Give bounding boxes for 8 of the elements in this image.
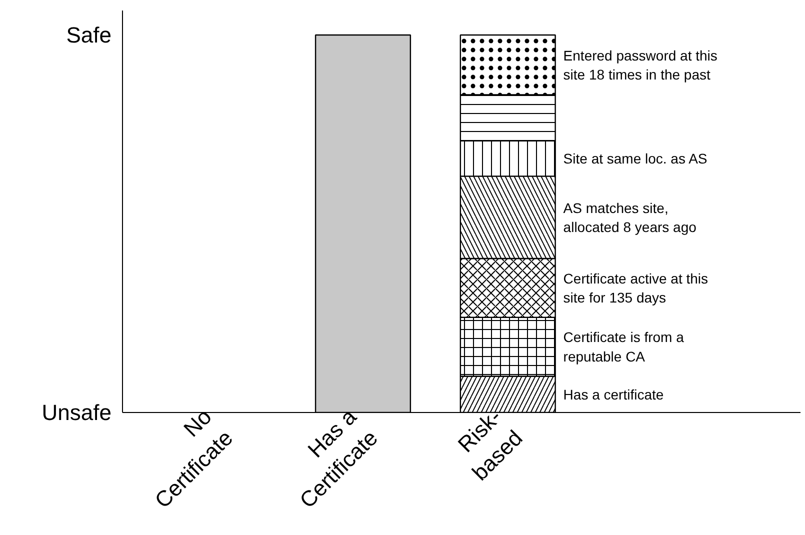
series-label: AS matches site, allocated 8 years ago	[563, 200, 697, 235]
series-label: Site at same loc. as AS	[563, 150, 708, 166]
text: Safe	[66, 22, 112, 48]
series-label: Entered password at this site 18 times in the past	[563, 47, 718, 82]
series-label: Certificate active at this site for 135 days	[563, 270, 708, 306]
series-label: Has a certificate	[563, 386, 664, 402]
text: Unsafe	[42, 400, 112, 425]
series-label: Certificate is from a reputable CA	[563, 329, 684, 364]
